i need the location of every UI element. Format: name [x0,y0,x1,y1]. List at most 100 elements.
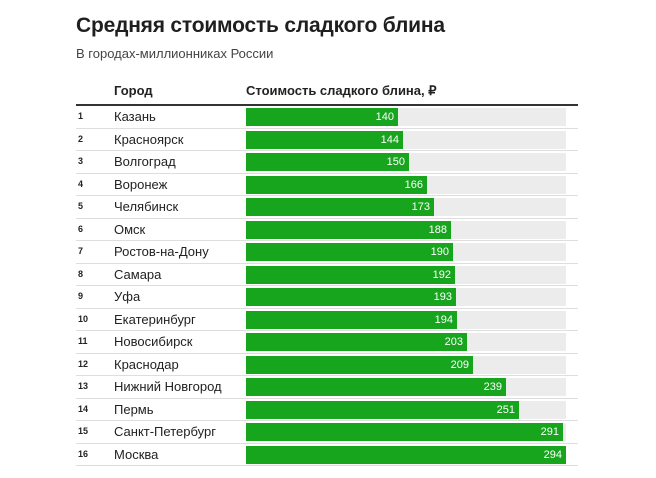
rank-label: 13 [78,381,89,391]
table-body: 1 Казань 140 2 Красноярск 144 3 Волгоград 150 4 Во… [76,106,578,466]
city-label: Самара [114,266,162,282]
bar-track: 294 [246,445,566,464]
rank-label: 15 [78,426,89,436]
table-row: 12 Краснодар 209 [76,354,578,376]
bar-value-label: 188 [428,223,447,236]
rank-label: 2 [78,133,84,144]
rank-label: 4 [78,178,84,189]
city-column-header: Город [114,83,153,98]
bar [246,400,519,419]
bar-value-label: 166 [404,178,423,191]
city-label: Санкт-Петербург [114,424,216,439]
bar-track: 251 [246,400,566,419]
bar [246,423,563,441]
bar [246,333,467,351]
bar-track: 173 [246,198,566,216]
city-label: Уфа [114,289,141,304]
city-label: Екатеринбург [114,311,196,327]
bar-value-label: 194 [434,313,453,326]
city-label: Москва [114,446,159,462]
bar-track: 144 [246,130,566,149]
rank-label: 7 [78,246,84,256]
rank-label: 11 [78,336,88,346]
rank-label: 14 [78,403,89,414]
table-row: 2 Красноярск 144 [76,129,578,151]
city-label: Воронеж [114,176,168,192]
rank-label: 1 [78,111,84,121]
table-row: 15 Санкт-Петербург 291 [76,421,578,444]
bar-value-label: 173 [411,201,430,213]
bar [246,130,403,149]
city-label: Омск [114,221,146,237]
bar-value-label: 140 [375,111,394,123]
bar-value-label: 150 [386,156,405,168]
bar-track: 291 [246,423,566,441]
bar-track: 166 [246,175,566,194]
city-label: Пермь [114,401,154,417]
bar-track: 203 [246,333,566,351]
table-row: 14 Пермь 251 [76,399,578,421]
bar-table: Город Стоимость сладкого блина, ₽ 1 Казан… [76,78,578,466]
table-row: 1 Казань 140 [76,106,578,129]
chart-title: Средняя стоимость сладкого блина [76,14,445,37]
rank-label: 3 [78,156,84,166]
city-label: Челябинск [114,199,179,214]
table-row: 13 Нижний Новгород 239 [76,376,578,399]
bar-value-label: 291 [540,426,559,438]
bar-value-label: 144 [380,133,399,146]
bar-track: 193 [246,288,566,306]
bar [246,108,398,126]
city-label: Нижний Новгород [114,379,222,394]
bar-value-label: 209 [450,358,469,371]
bar [246,175,427,194]
rank-label: 9 [78,291,84,301]
table-row: 8 Самара 192 [76,264,578,286]
bar-value-label: 294 [543,448,562,461]
bar-track: 239 [246,378,566,396]
table-row: 3 Волгоград 150 [76,151,578,174]
city-label: Ростов-на-Дону [114,244,209,259]
table-row: 5 Челябинск 173 [76,196,578,219]
bar [246,265,455,284]
bar [246,288,456,306]
bar-value-label: 203 [444,336,463,348]
city-label: Волгоград [114,154,176,169]
table-row: 16 Москва 294 [76,444,578,466]
rank-label: 12 [78,358,89,369]
bar-value-label: 192 [432,268,451,281]
bar [246,378,506,396]
rank-label: 16 [78,448,89,459]
bar-track: 194 [246,310,566,329]
bar [246,355,473,374]
bar [246,445,566,464]
bar-track: 192 [246,265,566,284]
bar-value-label: 239 [483,381,502,393]
table-header: Город Стоимость сладкого блина, ₽ [76,78,578,106]
rank-label: 5 [78,201,84,211]
bar-track: 209 [246,355,566,374]
table-row: 11 Новосибирск 203 [76,331,578,354]
bar [246,198,434,216]
bar-track: 190 [246,243,566,261]
table-row: 7 Ростов-на-Дону 190 [76,241,578,264]
value-column-header: Стоимость сладкого блина, ₽ [246,83,437,98]
bar [246,310,457,329]
bar [246,220,451,239]
table-row: 10 Екатеринбург 194 [76,309,578,331]
city-label: Краснодар [114,356,179,372]
rank-label: 8 [78,268,84,279]
table-row: 4 Воронеж 166 [76,174,578,196]
table-row: 6 Омск 188 [76,219,578,241]
bar-value-label: 251 [496,403,515,416]
chart-subtitle: В городах-миллионниках России [76,46,274,61]
city-label: Новосибирск [114,334,193,349]
table-row: 9 Уфа 193 [76,286,578,309]
bar [246,243,453,261]
rank-label: 10 [78,313,89,324]
bar [246,153,409,171]
bar-value-label: 190 [430,246,449,258]
bar-track: 188 [246,220,566,239]
city-label: Красноярск [114,131,184,147]
bar-value-label: 193 [433,291,452,303]
bar-track: 140 [246,108,566,126]
